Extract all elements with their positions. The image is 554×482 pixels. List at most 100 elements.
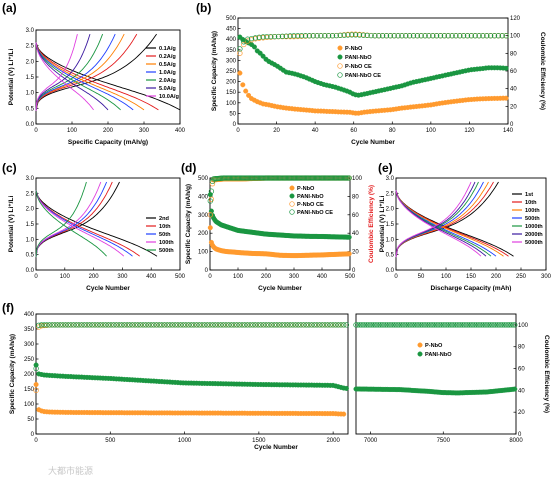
- data-point-PANI-NbO CE: [449, 322, 455, 328]
- data-point-PANI-NbO CE: [113, 322, 120, 328]
- data-point-PANI-NbO CE: [367, 322, 373, 328]
- data-point-PANI-NbO CE: [36, 322, 42, 328]
- panel-f-ytick-label: 50: [27, 417, 34, 423]
- data-point-PANI-NbO CE: [271, 33, 278, 40]
- panel-d-xtick-label: 400: [317, 274, 328, 280]
- data-point-PANI-NbO CE: [172, 322, 178, 328]
- data-point-PANI-NbO CE: [492, 322, 499, 328]
- data-point-PANI-NbO CE: [458, 322, 464, 328]
- panel-e-xtick-label: 150: [466, 274, 477, 280]
- panel-f-ytick-label: 350: [24, 327, 35, 333]
- panel-f-seg0-xtick-label: 0: [34, 438, 38, 444]
- data-point-PANI-NbO CE: [512, 322, 518, 328]
- panel-b-xtick-label: 120: [464, 128, 475, 134]
- data-point-PANI-NbO CE: [132, 322, 138, 328]
- data-point-PANI-NbO CE: [322, 322, 328, 328]
- panel-b-xtick-label: 80: [389, 128, 396, 134]
- panel-b-ylabel: Specific Capacity (mAh/g): [211, 31, 218, 111]
- data-point-PANI-NbO CE: [175, 322, 181, 328]
- panel-a-charge-curve-10.0A/g: [35, 33, 78, 111]
- data-point-PANI-NbO CE: [499, 33, 505, 39]
- data-point-PANI-NbO CE: [215, 322, 221, 328]
- data-point-P-NbO: [346, 251, 352, 257]
- data-point-PANI-NbO CE: [442, 322, 448, 328]
- legend-label-1.0A/g: 1.0A/g: [159, 70, 176, 76]
- panel-b-xtick-label: 20: [273, 128, 280, 134]
- data-point-PANI-NbO CE: [368, 32, 374, 39]
- panel-f-seg0-xtick-label: 2000: [326, 438, 340, 444]
- data-point-PANI-NbO CE: [218, 322, 224, 328]
- panel-a-charge-curve-1.0A/g: [35, 33, 116, 111]
- data-point-PANI-NbO CE: [264, 33, 270, 40]
- panel-e-charge-curve-5000th: [395, 181, 472, 258]
- data-point-PANI-NbO CE: [226, 322, 232, 328]
- legend-marker-P-NbO: [417, 342, 423, 348]
- panel-c-ytick-label: 0.0: [26, 268, 35, 274]
- panel-b-ytick-label: 450: [226, 27, 237, 33]
- panel-c-ytick-label: 2.0: [26, 207, 35, 213]
- panel-f-ytick-label: 150: [24, 387, 35, 393]
- data-point-PANI-NbO CE: [459, 322, 466, 328]
- data-point-PANI-NbO: [512, 386, 518, 392]
- data-point-PANI-NbO CE: [260, 322, 267, 328]
- data-point-PANI-NbO CE: [193, 322, 200, 328]
- data-point-PANI-NbO CE: [275, 33, 282, 40]
- legend-marker-P-NbO: [289, 185, 295, 191]
- data-point-PANI-NbO CE: [65, 322, 71, 328]
- panel-c-ytick-label: 1.0: [26, 237, 35, 243]
- data-point-PANI-NbO CE: [451, 322, 457, 328]
- panel-e-xtick-label: 0: [394, 274, 398, 280]
- data-point-PANI-NbO CE: [252, 35, 259, 41]
- data-point-PANI-NbO CE: [383, 322, 389, 328]
- panel-a-discharge-curve-5.0A/g: [35, 42, 109, 111]
- data-point-PANI-NbO CE: [70, 322, 77, 328]
- panel-a-discharge-curve-0.1A/g: [35, 42, 181, 111]
- data-point-PANI-NbO CE: [279, 33, 286, 39]
- panel-e: (e) 0 50 100 150 200 250 300 0.0 0.5 1.0 1.5 2.0 2.5…: [378, 161, 552, 292]
- data-point-PANI-NbO CE: [482, 322, 488, 328]
- data-point-PANI-NbO CE: [207, 322, 213, 328]
- legend-label-100th: 100th: [525, 208, 540, 214]
- data-point-PANI-NbO CE: [242, 322, 248, 328]
- panel-d-y2label: Coulombic Efficiency (%): [368, 185, 375, 263]
- data-point-PANI-NbO CE: [220, 322, 226, 328]
- panel-f-y2label: Coulombic Efficiency (%): [543, 335, 550, 413]
- data-point-PANI-NbO: [343, 385, 349, 391]
- data-point-PANI-NbO CE: [263, 322, 269, 328]
- data-point-PANI-NbO CE: [241, 39, 247, 45]
- data-point-PANI-NbO CE: [508, 322, 514, 328]
- panel-c-discharge-curve-100th: [35, 190, 125, 257]
- data-point-PANI-NbO CE: [129, 322, 136, 328]
- panel-a-discharge-curve-0.2A/g: [35, 42, 159, 111]
- legend-label-5.0A/g: 5.0A/g: [159, 86, 176, 92]
- data-point-PANI-NbO CE: [364, 32, 370, 39]
- data-point-PANI-NbO CE: [465, 322, 471, 328]
- data-point-PANI-NbO CE: [300, 322, 307, 328]
- panel-f-ytick-label: 200: [24, 372, 35, 378]
- panel-b-ytick-label: 200: [226, 80, 237, 86]
- panel-f-ytick-label: 0: [31, 432, 35, 438]
- data-point-PANI-NbO CE: [239, 322, 245, 328]
- data-point-PANI-NbO CE: [486, 322, 492, 328]
- panel-b-y2tick-label: 0: [510, 122, 514, 128]
- data-point-PANI-NbO CE: [424, 322, 431, 328]
- data-point-PANI-NbO CE: [374, 322, 380, 328]
- legend-label-10th: 10th: [525, 200, 537, 206]
- panel-b-y2tick-label: 120: [510, 16, 521, 22]
- data-point-PANI-NbO CE: [290, 322, 296, 328]
- data-point-PANI-NbO CE: [314, 33, 320, 39]
- panel-f-ylabel: Specific Capacity (mAh/g): [9, 334, 16, 414]
- panel-d-xtick-label: 300: [289, 274, 300, 280]
- data-point-PANI-NbO CE: [210, 322, 216, 328]
- data-point-PANI-NbO CE: [403, 322, 410, 328]
- data-point-PANI-NbO CE: [480, 322, 487, 328]
- data-point-PANI-NbO CE: [159, 322, 165, 328]
- panel-b-y2tick-label: 60: [510, 69, 517, 75]
- data-point-P-NbO: [341, 411, 347, 417]
- panel-c-xtick-label: 100: [60, 274, 71, 280]
- data-point-PANI-NbO CE: [161, 322, 168, 328]
- data-point-PANI-NbO CE: [169, 322, 176, 328]
- data-point-PANI-NbO CE: [410, 33, 417, 39]
- data-point-PANI-NbO CE: [468, 33, 475, 39]
- data-point-PANI-NbO CE: [470, 322, 476, 328]
